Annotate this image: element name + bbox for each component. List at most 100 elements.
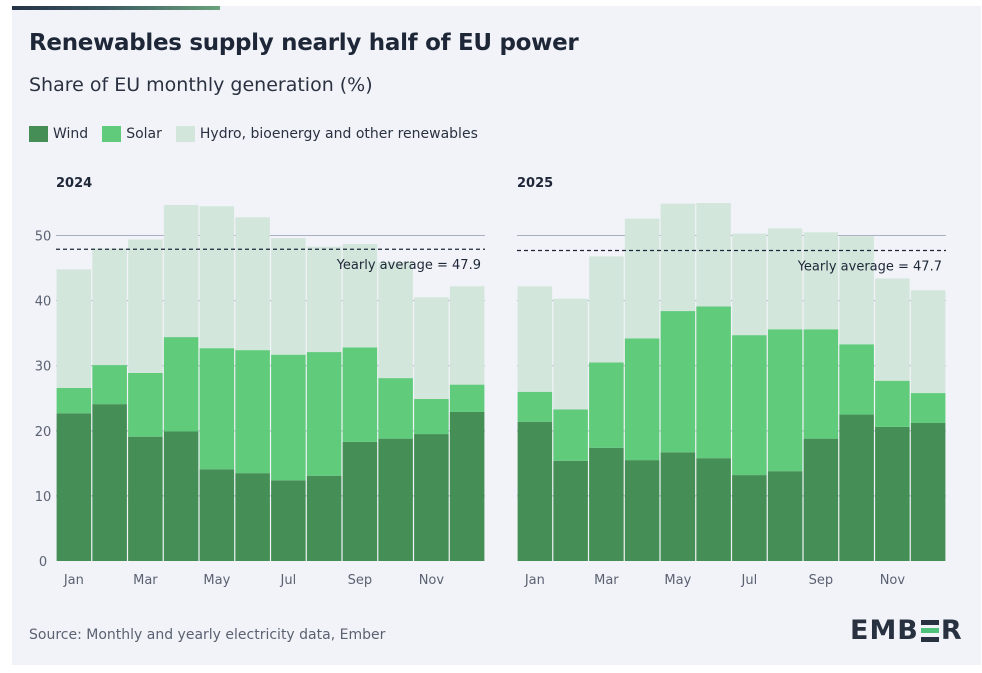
bar-2025-Jun-hydro xyxy=(696,203,731,307)
bar-2025-Jul-wind xyxy=(732,475,767,561)
bar-2025-May-solar xyxy=(660,311,696,453)
y-tick-label-10: 10 xyxy=(35,490,52,505)
bar-2024-Apr-hydro xyxy=(163,204,199,338)
bar-2025-Aug-wind xyxy=(767,471,803,561)
bar-2025-May-wind xyxy=(660,452,696,561)
bar-2025-Dec-wind xyxy=(910,423,946,561)
bar-2024-Jun-solar xyxy=(235,350,270,474)
bar-2024-May-wind xyxy=(199,469,235,561)
x-tick-label-2024-Mar: Mar xyxy=(133,573,158,588)
legend-item-wind: Wind xyxy=(29,126,88,142)
bar-2024-Nov-wind xyxy=(414,434,449,561)
x-tick-label-2025-Mar: Mar xyxy=(594,573,619,588)
bar-2024-Oct-solar xyxy=(378,378,413,439)
bar-2025-Dec-hydro xyxy=(910,290,946,394)
x-tick-label-2025-Jan: Jan xyxy=(524,573,545,588)
bar-2024-Nov-hydro xyxy=(414,297,449,399)
bar-2025-Mar-hydro xyxy=(589,256,624,363)
x-tick-label-2024-Sep: Sep xyxy=(348,573,373,588)
average-label-2024: Yearly average = 47.9 xyxy=(336,258,481,273)
legend: Wind Solar Hydro, bioenergy and other re… xyxy=(29,126,492,142)
legend-swatch-other xyxy=(175,126,195,142)
bar-2024-Feb-wind xyxy=(92,404,127,561)
x-tick-label-2025-Jul: Jul xyxy=(741,573,758,588)
average-label-2025: Yearly average = 47.7 xyxy=(797,260,942,275)
bar-2025-Nov-hydro xyxy=(875,278,910,381)
bar-2024-Oct-wind xyxy=(378,438,413,561)
bar-2025-Dec-solar xyxy=(910,393,946,424)
y-tick-label-30: 30 xyxy=(35,360,52,375)
bar-2024-Feb-solar xyxy=(92,365,127,405)
chart-title: Renewables supply nearly half of EU powe… xyxy=(29,30,579,56)
logo-text-start: EMB xyxy=(850,615,919,646)
x-tick-label-2024-May: May xyxy=(203,573,230,588)
bar-2024-Sep-solar xyxy=(342,347,378,442)
x-tick-label-2025-May: May xyxy=(664,573,691,588)
bar-2025-Apr-wind xyxy=(624,460,660,561)
bar-2025-Aug-solar xyxy=(767,329,803,472)
logo-e-mark xyxy=(920,619,939,642)
bar-2024-Sep-hydro xyxy=(342,244,378,348)
y-tick-label-40: 40 xyxy=(35,295,52,310)
bar-2024-Jan-hydro xyxy=(56,269,92,388)
legend-swatch-wind xyxy=(29,126,48,142)
legend-label-wind: Wind xyxy=(53,126,89,142)
legend-label-solar: Solar xyxy=(126,126,162,142)
bar-2025-Jan-solar xyxy=(517,391,553,422)
bar-2025-Jan-hydro xyxy=(517,286,553,392)
x-tick-label-2024-Jul: Jul xyxy=(280,573,297,588)
bar-2024-Jan-solar xyxy=(56,387,92,414)
bar-2024-Nov-solar xyxy=(414,398,449,435)
bar-2025-Aug-hydro xyxy=(767,228,803,330)
bar-2024-Sep-wind xyxy=(342,441,378,561)
bar-2025-Nov-wind xyxy=(875,426,910,561)
bar-2025-Apr-solar xyxy=(624,338,660,461)
bar-2024-Aug-wind xyxy=(306,475,342,561)
x-tick-label-2024-Jan: Jan xyxy=(63,573,84,588)
bar-2024-Dec-solar xyxy=(449,384,485,412)
legend-label-other: Hydro, bioenergy and other renewables xyxy=(199,126,478,142)
y-tick-label-20: 20 xyxy=(35,425,52,440)
bar-2025-Jun-wind xyxy=(696,458,731,561)
bar-2025-Jan-wind xyxy=(517,421,553,561)
bar-2024-Apr-wind xyxy=(163,431,199,561)
bar-2024-Aug-solar xyxy=(306,352,342,476)
bar-2024-Jul-wind xyxy=(271,480,306,561)
bar-2025-Feb-wind xyxy=(553,460,588,561)
bar-2025-Sep-wind xyxy=(803,438,839,561)
bar-2025-Oct-solar xyxy=(839,344,874,415)
bar-2025-Jun-solar xyxy=(696,306,731,459)
bar-2024-Jul-solar xyxy=(271,354,306,481)
bar-2024-Jan-wind xyxy=(56,413,92,561)
bar-2024-May-hydro xyxy=(199,206,235,349)
bar-2025-Feb-solar xyxy=(553,409,588,461)
bar-2024-Dec-hydro xyxy=(449,286,485,385)
bar-2024-Mar-hydro xyxy=(128,239,163,373)
bar-2025-Mar-solar xyxy=(589,362,624,448)
y-tick-label-50: 50 xyxy=(35,230,52,245)
legend-item-other: Hydro, bioenergy and other renewables xyxy=(175,126,478,142)
bar-2024-Mar-solar xyxy=(128,372,163,437)
bar-2024-Mar-wind xyxy=(128,436,163,561)
x-tick-label-2024-Nov: Nov xyxy=(419,573,445,588)
bar-2025-Nov-solar xyxy=(875,380,910,427)
legend-swatch-solar xyxy=(102,126,122,142)
bar-2025-Jul-solar xyxy=(732,335,767,476)
bar-2025-Jul-hydro xyxy=(732,233,767,336)
chart-subtitle: Share of EU monthly generation (%) xyxy=(29,74,373,96)
panel-title-2024: 2024 xyxy=(56,176,92,191)
bar-2025-Apr-hydro xyxy=(624,218,660,339)
accent-bar xyxy=(12,6,220,10)
bar-2024-Aug-hydro xyxy=(306,246,342,353)
legend-item-solar: Solar xyxy=(102,126,162,142)
bar-2024-Oct-hydro xyxy=(378,262,413,379)
bar-2024-Jun-wind xyxy=(235,473,270,561)
bar-2025-Feb-hydro xyxy=(553,298,588,410)
bar-2024-Jun-hydro xyxy=(235,217,270,351)
panel-title-2025: 2025 xyxy=(517,176,553,191)
x-tick-label-2025-Sep: Sep xyxy=(809,573,834,588)
bar-2025-Mar-wind xyxy=(589,447,624,561)
bar-2024-Feb-hydro xyxy=(92,248,127,366)
bar-2024-Jul-hydro xyxy=(271,238,306,355)
